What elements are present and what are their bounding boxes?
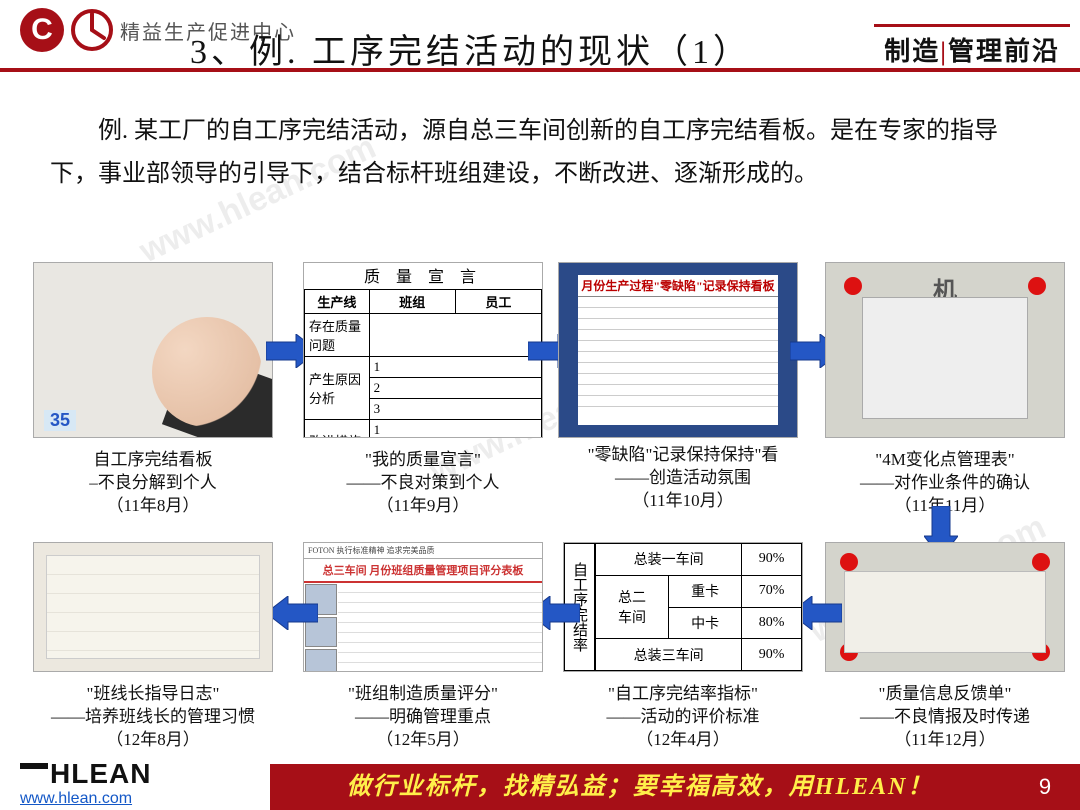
qd-col: 班组 bbox=[369, 290, 455, 314]
step-7-figure: FOTON 执行标准精神 追求完美品质 总三车间 月份班组质量管理项目评分表板 bbox=[303, 542, 543, 672]
logo-l-icon bbox=[70, 8, 114, 52]
step-6-figure: 自工序完结率 总装一车间90% 总二 车间重卡70% 中卡80% 总装三车间90… bbox=[563, 542, 803, 672]
step-3: 月份生产过程"零缺陷"记录保持看板 "零缺陷"记录保持保持"看 ——创造活动氛围… bbox=[558, 262, 808, 513]
rate-cell: 80% bbox=[742, 607, 802, 639]
cap-sub: ——活动的评价标准 bbox=[558, 706, 808, 729]
timeline-row-1: 35 自工序完结看板 –不良分解到个人 （11年8月） 质 量 宣 言 生产线班… bbox=[0, 262, 1080, 522]
quality-declaration-table: 质 量 宣 言 生产线班组员工 存在质量问题 产生原因分析1 2 3 改进措施1… bbox=[304, 263, 542, 438]
step-3-caption: "零缺陷"记录保持保持"看 ——创造活动氛围 （11年10月） bbox=[558, 444, 808, 513]
cap-date: （12年8月） bbox=[28, 729, 278, 752]
rate-cell: 70% bbox=[742, 575, 802, 607]
step-2-figure: 质 量 宣 言 生产线班组员工 存在质量问题 产生原因分析1 2 3 改进措施1… bbox=[303, 262, 543, 438]
footer-slogan: 做行业标杆，找精弘益；要幸福高效，用HLEAN！ bbox=[270, 764, 1010, 810]
logo-c-icon: C bbox=[20, 8, 64, 52]
rate-cell: 90% bbox=[742, 639, 802, 671]
rate-cell: 总装三车间 bbox=[596, 639, 742, 671]
footer-url[interactable]: www.hlean.com bbox=[20, 790, 132, 808]
slide-title: 3、例. 工序完结活动的现状（1） bbox=[190, 24, 751, 73]
step-6-caption: "自工序完结率指标" ——活动的评价标准 （12年4月） bbox=[558, 683, 808, 752]
cap-sub: ——培养班线长的管理习惯 bbox=[28, 706, 278, 729]
step-2: 质 量 宣 言 生产线班组员工 存在质量问题 产生原因分析1 2 3 改进措施1… bbox=[298, 262, 548, 518]
header-underline bbox=[0, 68, 1080, 72]
zd-header: 月份生产过程"零缺陷"记录保持看板 bbox=[578, 275, 778, 297]
cap-title: "我的质量宣言" bbox=[298, 449, 548, 472]
step-1-caption: 自工序完结看板 –不良分解到个人 （11年8月） bbox=[28, 449, 278, 518]
cap-title: "自工序完结率指标" bbox=[558, 683, 808, 706]
qd-row-label: 存在质量问题 bbox=[305, 314, 370, 357]
step-3-figure: 月份生产过程"零缺陷"记录保持看板 bbox=[558, 262, 798, 438]
qd-caption: 质 量 宣 言 bbox=[304, 263, 542, 289]
cap-sub: –不良分解到个人 bbox=[28, 472, 278, 495]
cap-title: 自工序完结看板 bbox=[28, 449, 278, 472]
cap-title: "4M变化点管理表" bbox=[820, 449, 1070, 472]
rate-cell: 总二 车间 bbox=[596, 575, 669, 639]
sb-top: FOTON 执行标准精神 追求完美品质 bbox=[304, 543, 542, 559]
step-2-caption: "我的质量宣言" ——不良对策到个人 （11年9月） bbox=[298, 449, 548, 518]
step-5: "质量信息反馈单" ——不良情报及时传递 （11年12月） bbox=[820, 542, 1070, 752]
cap-sub: ——不良情报及时传递 bbox=[820, 706, 1070, 729]
step-1-figure: 35 bbox=[33, 262, 273, 438]
header-tag: 制造|管理前沿 bbox=[874, 24, 1070, 72]
cap-date: （12年5月） bbox=[298, 729, 548, 752]
footer-logo-text: LEAN bbox=[71, 758, 151, 789]
step-8-caption: "班线长指导日志" ——培养班线长的管理习惯 （12年8月） bbox=[28, 683, 278, 752]
timeline-row-2: "质量信息反馈单" ——不良情报及时传递 （11年12月） 自工序完结率 总装一… bbox=[0, 542, 1080, 752]
cap-date: （11年10月） bbox=[558, 490, 808, 513]
footer-logo: HLEAN bbox=[20, 758, 151, 790]
qd-col: 生产线 bbox=[305, 290, 370, 314]
rate-cell: 90% bbox=[742, 544, 802, 576]
step-1-marker: 35 bbox=[44, 410, 76, 431]
sb-header: 总三车间 月份班组质量管理项目评分表板 bbox=[304, 559, 542, 583]
slide-footer: HLEAN www.hlean.com 做行业标杆，找精弘益；要幸福高效，用HL… bbox=[0, 764, 1080, 810]
rate-table: 自工序完结率 总装一车间90% 总二 车间重卡70% 中卡80% 总装三车间90… bbox=[564, 543, 802, 671]
tag-right: 管理前沿 bbox=[948, 37, 1060, 66]
cap-sub: ——不良对策到个人 bbox=[298, 472, 548, 495]
rate-cell: 总装一车间 bbox=[596, 544, 742, 576]
rate-cell: 重卡 bbox=[669, 575, 742, 607]
step-7-caption: "班组制造质量评分" ——明确管理重点 （12年5月） bbox=[298, 683, 548, 752]
cap-title: "班线长指导日志" bbox=[28, 683, 278, 706]
cap-date: （11年8月） bbox=[28, 495, 278, 518]
cap-sub: ——明确管理重点 bbox=[298, 706, 548, 729]
qd-row-label: 产生原因分析 bbox=[305, 357, 370, 420]
cap-sub: ——对作业条件的确认 bbox=[820, 472, 1070, 495]
page-number: 9 bbox=[1010, 764, 1080, 810]
cap-date: （12年4月） bbox=[558, 729, 808, 752]
cap-date: （11年9月） bbox=[298, 495, 548, 518]
tag-left: 制造 bbox=[884, 37, 940, 66]
intro-paragraph: 例. 某工厂的自工序完结活动，源自总三车间创新的自工序完结看板。是在专家的指导下… bbox=[50, 110, 1040, 196]
cap-sub: ——创造活动氛围 bbox=[558, 467, 808, 490]
qd-row-label: 改进措施 bbox=[305, 420, 370, 439]
tag-sep: | bbox=[940, 37, 948, 66]
cap-date: （11年12月） bbox=[820, 729, 1070, 752]
step-6: 自工序完结率 总装一车间90% 总二 车间重卡70% 中卡80% 总装三车间90… bbox=[558, 542, 808, 752]
rate-cell: 中卡 bbox=[669, 607, 742, 639]
slide-header: C 精益生产促进中心 3、例. 工序完结活动的现状（1） 制造|管理前沿 bbox=[0, 0, 1080, 70]
step-1: 35 自工序完结看板 –不良分解到个人 （11年8月） bbox=[28, 262, 278, 518]
step-5-caption: "质量信息反馈单" ——不良情报及时传递 （11年12月） bbox=[820, 683, 1070, 752]
step-8-figure bbox=[33, 542, 273, 672]
step-8: "班线长指导日志" ——培养班线长的管理习惯 （12年8月） bbox=[28, 542, 278, 752]
cap-title: "质量信息反馈单" bbox=[820, 683, 1070, 706]
step-4-figure: 机 bbox=[825, 262, 1065, 438]
cap-title: "零缺陷"记录保持保持"看 bbox=[558, 444, 808, 467]
step-4: 机 "4M变化点管理表" ——对作业条件的确认 （11年11月） bbox=[820, 262, 1070, 518]
cap-title: "班组制造质量评分" bbox=[298, 683, 548, 706]
step-7: FOTON 执行标准精神 追求完美品质 总三车间 月份班组质量管理项目评分表板 … bbox=[298, 542, 548, 752]
qd-col: 员工 bbox=[455, 290, 541, 314]
step-5-figure bbox=[825, 542, 1065, 672]
